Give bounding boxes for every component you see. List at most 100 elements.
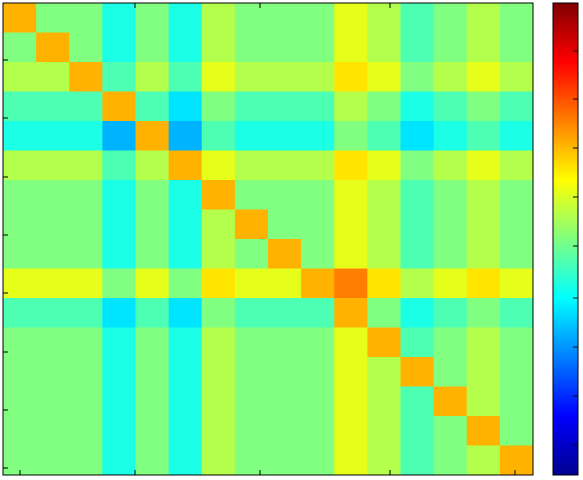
heatmap-cell xyxy=(301,327,335,358)
heatmap-cell xyxy=(301,268,335,299)
heatmap-cell xyxy=(433,327,468,358)
heatmap-cell xyxy=(168,91,203,122)
heatmap-cell xyxy=(301,209,335,240)
heatmap-cell xyxy=(168,150,203,181)
heatmap-cell xyxy=(433,209,468,240)
heatmap-cell xyxy=(499,239,534,269)
heatmap-cell xyxy=(334,180,368,210)
heatmap-cell xyxy=(168,445,203,476)
heatmap-cell xyxy=(36,386,70,417)
heatmap-cell xyxy=(168,3,203,33)
heatmap-cell xyxy=(466,180,501,210)
heatmap-cell xyxy=(400,121,435,151)
heatmap-cell xyxy=(234,91,269,122)
heatmap-cell xyxy=(268,327,302,358)
heatmap-cell xyxy=(400,3,435,33)
heatmap-cell xyxy=(201,416,236,446)
heatmap-cell xyxy=(102,32,136,63)
heatmap-cell xyxy=(36,357,70,387)
heatmap-cell xyxy=(499,62,534,92)
heatmap-cell xyxy=(36,239,70,269)
heatmap-cell xyxy=(433,121,468,151)
heatmap-cell xyxy=(499,327,534,358)
heatmap-cell xyxy=(301,180,335,210)
heatmap-cell xyxy=(69,268,103,299)
heatmap-cell xyxy=(400,91,435,122)
heatmap-cell xyxy=(433,62,468,92)
heatmap-cell xyxy=(400,327,435,358)
heatmap-cell xyxy=(499,209,534,240)
heatmap-cell xyxy=(102,91,136,122)
heatmap-cell xyxy=(466,357,501,387)
plot-frame xyxy=(2,2,534,476)
heatmap-cell xyxy=(36,327,70,358)
heatmap-cell xyxy=(499,357,534,387)
heatmap-cell xyxy=(367,357,401,387)
heatmap-cell xyxy=(268,416,302,446)
heatmap-cell xyxy=(334,91,368,122)
heatmap-cell xyxy=(268,121,302,151)
heatmap-cell xyxy=(168,327,203,358)
heatmap-cell xyxy=(3,180,37,210)
heatmap-cell xyxy=(102,268,136,299)
heatmap-cell xyxy=(168,268,203,299)
heatmap-cell xyxy=(466,386,501,417)
heatmap-cell xyxy=(334,416,368,446)
heatmap-cell xyxy=(201,327,236,358)
heatmap-cell xyxy=(466,298,501,328)
heatmap-cell xyxy=(367,239,401,269)
heatmap-cell xyxy=(135,91,170,122)
heatmap-cell xyxy=(268,150,302,181)
heatmap-cell xyxy=(466,268,501,299)
heatmap-cell xyxy=(268,209,302,240)
heatmap-cell xyxy=(234,268,269,299)
heatmap-cell xyxy=(102,150,136,181)
heatmap-cell xyxy=(69,3,103,33)
heatmap-cell xyxy=(433,3,468,33)
heatmap-cell xyxy=(334,298,368,328)
heatmap-cell xyxy=(466,416,501,446)
heatmap-cell xyxy=(400,268,435,299)
heatmap-cell xyxy=(3,91,37,122)
heatmap-cell xyxy=(400,62,435,92)
heatmap-cell xyxy=(466,121,501,151)
heatmap-cell xyxy=(334,327,368,358)
heatmap-cell xyxy=(301,357,335,387)
heatmap-cell xyxy=(201,239,236,269)
heatmap-cell xyxy=(135,180,170,210)
heatmap-cell xyxy=(234,150,269,181)
heatmap-cell xyxy=(367,416,401,446)
heatmap-cell xyxy=(499,268,534,299)
heatmap-cell xyxy=(201,298,236,328)
heatmap-cell xyxy=(69,150,103,181)
heatmap-cell xyxy=(400,180,435,210)
heatmap-cell xyxy=(36,121,70,151)
heatmap-cell xyxy=(433,298,468,328)
heatmap-cell xyxy=(433,150,468,181)
heatmap-cell xyxy=(135,209,170,240)
heatmap-cell xyxy=(234,327,269,358)
heatmap-cell xyxy=(301,386,335,417)
heatmap-cell xyxy=(499,91,534,122)
heatmap-cell xyxy=(36,298,70,328)
heatmap-cell xyxy=(334,445,368,476)
heatmap-cell xyxy=(268,3,302,33)
heatmap-cell xyxy=(135,121,170,151)
heatmap-cell xyxy=(466,62,501,92)
heatmap-cell xyxy=(135,62,170,92)
heatmap-cell xyxy=(334,62,368,92)
heatmap-cell xyxy=(234,62,269,92)
heatmap-cell xyxy=(201,445,236,476)
heatmap-cell xyxy=(433,239,468,269)
heatmap-cell xyxy=(433,32,468,63)
heatmap-cell xyxy=(466,150,501,181)
heatmap-cell xyxy=(168,416,203,446)
heatmap-cell xyxy=(433,445,468,476)
heatmap-cell xyxy=(367,268,401,299)
heatmap-cell xyxy=(234,239,269,269)
heatmap-cell xyxy=(400,357,435,387)
colorbar xyxy=(552,2,579,476)
heatmap-cell xyxy=(367,209,401,240)
heatmap-cell xyxy=(466,327,501,358)
heatmap-cell xyxy=(3,268,37,299)
